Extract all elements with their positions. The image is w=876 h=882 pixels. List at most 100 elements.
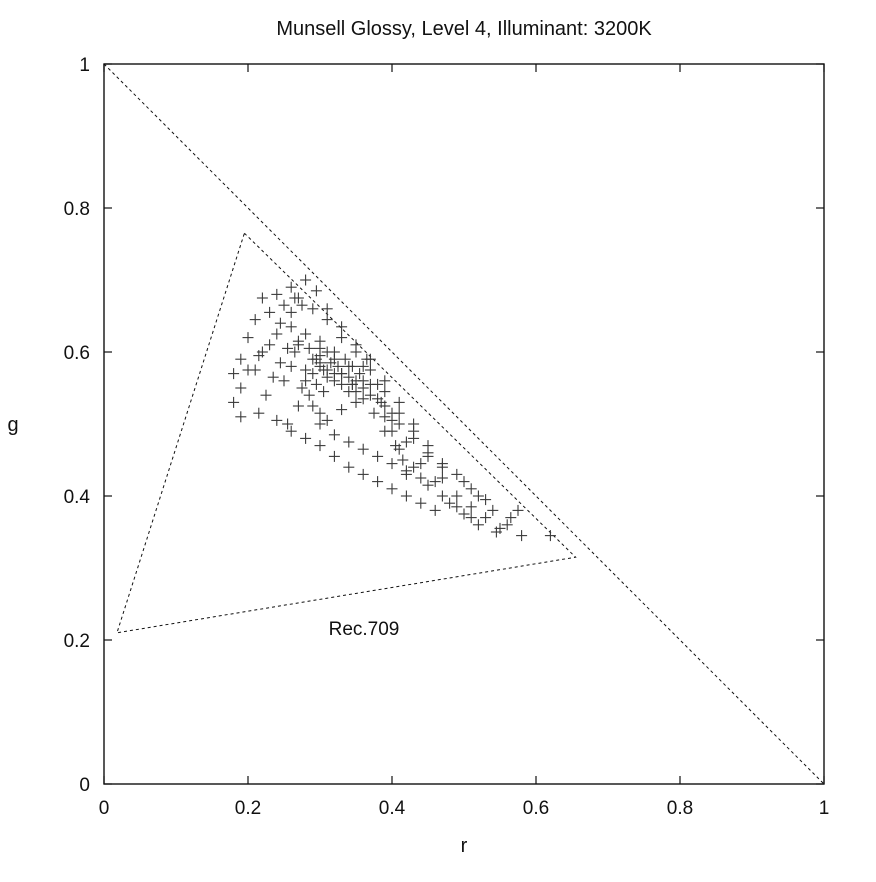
data-point [368, 407, 380, 419]
axis-ticks [103, 63, 825, 785]
data-point [292, 400, 304, 412]
data-point [408, 432, 420, 444]
y-tick-label: 0 [79, 775, 90, 796]
data-point [282, 418, 294, 430]
data-point [228, 368, 240, 380]
data-point [544, 530, 556, 542]
data-point [307, 303, 319, 315]
data-point [465, 501, 477, 513]
x-tick-label: 1 [819, 798, 830, 819]
data-point [300, 375, 312, 387]
data-point [415, 472, 427, 484]
data-point [429, 476, 441, 488]
data-point [285, 425, 297, 437]
y-tick-label: 1 [79, 55, 90, 76]
data-point [300, 432, 312, 444]
data-point [328, 353, 340, 365]
data-point [343, 371, 355, 383]
data-point [379, 400, 391, 412]
data-point [350, 396, 362, 408]
data-point [310, 378, 322, 390]
x-axis-tick-labels: 0 0.2 0.4 0.6 0.8 1 [99, 798, 830, 819]
data-point [465, 512, 477, 524]
data-point [386, 407, 398, 419]
data-point [350, 386, 362, 398]
data-point [300, 328, 312, 340]
data-point [249, 314, 261, 326]
data-point [393, 418, 405, 430]
data-point [242, 364, 254, 376]
data-point [451, 490, 463, 502]
data-point [393, 396, 405, 408]
data-point [451, 501, 463, 513]
y-axis-label: g [7, 414, 18, 436]
data-point [314, 440, 326, 452]
data-point [303, 342, 315, 354]
data-point [400, 490, 412, 502]
data-point [480, 512, 492, 524]
data-point [235, 382, 247, 394]
data-point [490, 526, 502, 538]
data-point [267, 371, 279, 383]
data-point [314, 342, 326, 354]
data-point [292, 339, 304, 351]
data-point [386, 425, 398, 437]
data-point [458, 476, 470, 488]
data-point [278, 299, 290, 311]
data-point [332, 360, 344, 372]
data-point [314, 407, 326, 419]
data-point [397, 454, 409, 466]
data-point [346, 360, 358, 372]
data-point [364, 389, 376, 401]
data-point [379, 386, 391, 398]
data-point [501, 519, 513, 531]
data-point [386, 458, 398, 470]
data-point [516, 530, 528, 542]
data-point [336, 332, 348, 344]
data-point [336, 368, 348, 380]
data-point [307, 400, 319, 412]
data-point [314, 360, 326, 372]
data-point [505, 512, 517, 524]
data-point [300, 274, 312, 286]
data-point [321, 303, 333, 315]
y-tick-label: 0.2 [64, 631, 90, 652]
data-point [260, 389, 272, 401]
data-point [357, 382, 369, 394]
data-point [256, 292, 268, 304]
x-tick-label: 0.4 [379, 798, 406, 819]
data-point [228, 396, 240, 408]
data-point [321, 314, 333, 326]
data-point [408, 461, 420, 473]
data-point [271, 328, 283, 340]
data-point [235, 353, 247, 365]
x-tick-label: 0.8 [667, 798, 693, 819]
data-point [422, 479, 434, 491]
diagonal-reference-line [103, 63, 825, 785]
data-point [296, 299, 308, 311]
y-tick-label: 0.4 [64, 487, 91, 508]
data-point [390, 440, 402, 452]
data-point [278, 375, 290, 387]
x-tick-label: 0.6 [523, 798, 549, 819]
data-point [289, 346, 301, 358]
data-point [264, 306, 276, 318]
data-point [285, 306, 297, 318]
data-point [343, 461, 355, 473]
data-point [321, 414, 333, 426]
y-tick-label: 0.6 [64, 343, 90, 364]
data-point [436, 472, 448, 484]
data-point [429, 504, 441, 516]
data-point [379, 411, 391, 423]
data-point [357, 468, 369, 480]
data-point [436, 458, 448, 470]
data-point [415, 458, 427, 470]
data-point [321, 364, 333, 376]
data-point [444, 497, 456, 509]
data-point [436, 490, 448, 502]
data-point [321, 346, 333, 358]
data-point [400, 436, 412, 448]
data-point [318, 386, 330, 398]
plot-frame [103, 63, 825, 785]
